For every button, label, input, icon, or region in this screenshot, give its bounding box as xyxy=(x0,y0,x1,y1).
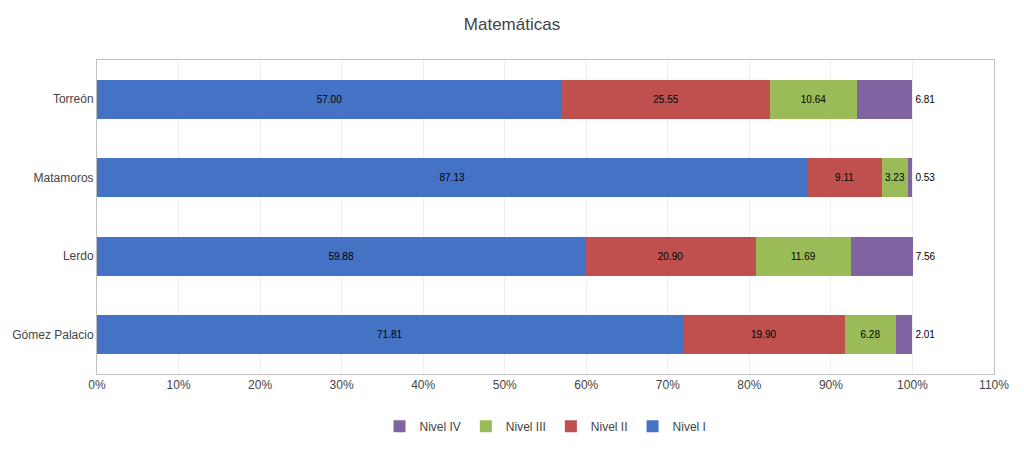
svg-text:19.90: 19.90 xyxy=(751,329,776,340)
svg-text:70%: 70% xyxy=(656,378,680,392)
svg-text:2.01: 2.01 xyxy=(915,329,935,340)
svg-text:Gómez Palacio: Gómez Palacio xyxy=(12,328,94,342)
svg-text:Matemáticas: Matemáticas xyxy=(464,15,560,34)
svg-text:6.28: 6.28 xyxy=(861,329,881,340)
svg-text:100%: 100% xyxy=(897,378,928,392)
svg-text:9.11: 9.11 xyxy=(835,172,854,183)
svg-text:80%: 80% xyxy=(737,378,761,392)
svg-text:Lerdo: Lerdo xyxy=(63,249,94,263)
svg-text:6.81: 6.81 xyxy=(915,94,935,105)
svg-text:Nivel IV: Nivel IV xyxy=(420,420,461,434)
svg-text:10%: 10% xyxy=(167,378,191,392)
svg-text:50%: 50% xyxy=(493,378,517,392)
svg-text:71.81: 71.81 xyxy=(377,329,402,340)
svg-text:110%: 110% xyxy=(979,378,1009,392)
svg-text:7.56: 7.56 xyxy=(916,251,936,262)
svg-text:87.13: 87.13 xyxy=(440,172,465,183)
svg-text:Nivel II: Nivel II xyxy=(591,420,628,434)
svg-text:25.55: 25.55 xyxy=(653,94,678,105)
svg-text:3.23: 3.23 xyxy=(885,172,905,183)
svg-text:20%: 20% xyxy=(248,378,272,392)
svg-text:Torreón: Torreón xyxy=(53,92,94,106)
svg-text:40%: 40% xyxy=(411,378,435,392)
svg-text:10.64: 10.64 xyxy=(801,94,826,105)
svg-text:0%: 0% xyxy=(88,378,106,392)
svg-text:60%: 60% xyxy=(574,378,598,392)
svg-text:90%: 90% xyxy=(819,378,843,392)
svg-text:30%: 30% xyxy=(330,378,354,392)
svg-text:Nivel III: Nivel III xyxy=(506,420,546,434)
svg-text:59.88: 59.88 xyxy=(328,251,353,262)
svg-text:Matamoros: Matamoros xyxy=(34,171,94,185)
svg-text:11.69: 11.69 xyxy=(791,251,816,262)
svg-text:57.00: 57.00 xyxy=(317,94,342,105)
svg-text:20.90: 20.90 xyxy=(658,251,683,262)
svg-text:Nivel I: Nivel I xyxy=(673,420,706,434)
svg-text:0.53: 0.53 xyxy=(915,172,935,183)
